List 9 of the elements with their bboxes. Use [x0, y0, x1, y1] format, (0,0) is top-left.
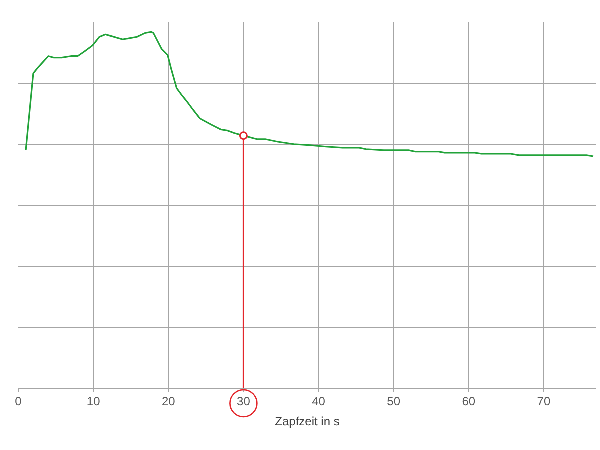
x-tick-label: 40: [312, 394, 326, 408]
x-axis-title: Zapfzeit in s: [275, 414, 340, 428]
x-tick-label: 70: [537, 394, 551, 408]
x-tick-label: 60: [462, 394, 476, 408]
x-tick-label: 30: [237, 394, 251, 408]
x-tick-label: 20: [162, 394, 176, 408]
x-tick-label: 10: [86, 394, 101, 408]
x-tick-label: 50: [387, 394, 401, 408]
x-tick-label: 0: [15, 394, 22, 408]
